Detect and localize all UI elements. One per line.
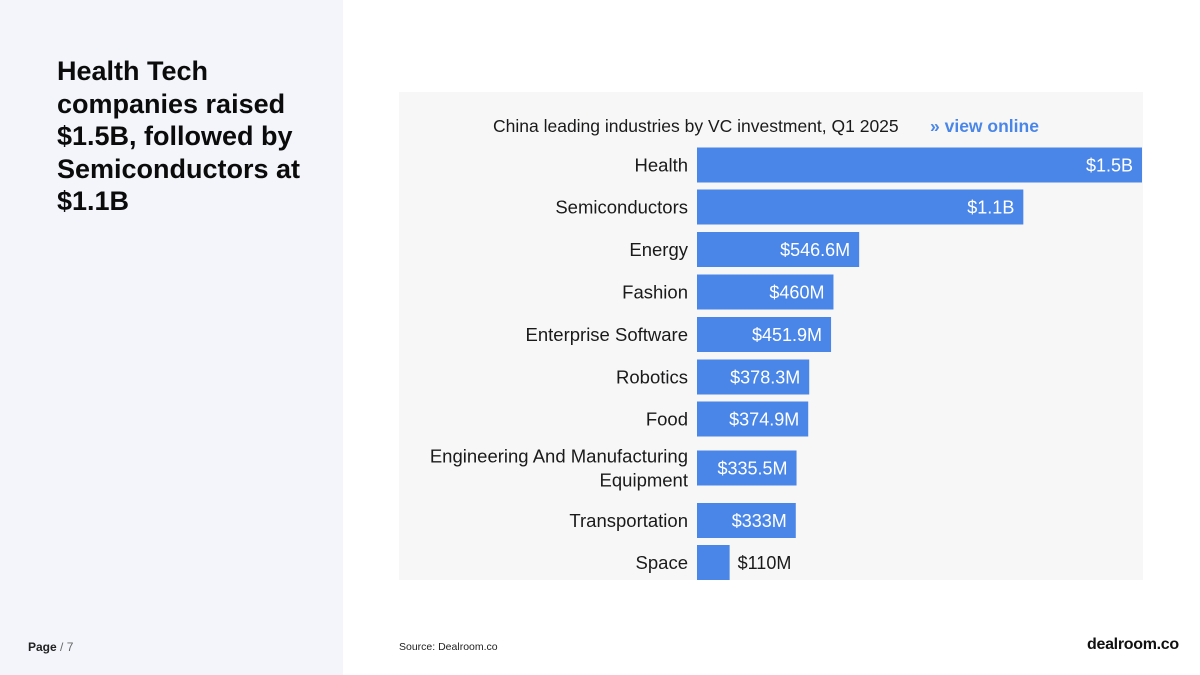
bar-9[interactable]	[697, 545, 730, 580]
bar-2[interactable]	[697, 232, 860, 267]
chart-title: China leading industries by VC investmen…	[493, 116, 899, 136]
page-indicator: Page / 7	[28, 640, 73, 654]
bar-7[interactable]	[697, 450, 797, 486]
bar-5[interactable]	[697, 359, 810, 395]
bar-0[interactable]	[697, 147, 1142, 183]
bar-6[interactable]	[697, 401, 809, 437]
headline: Health Tech companies raised $1.5B, foll…	[57, 56, 301, 216]
page-number: 7	[66, 640, 74, 654]
page-separator: /	[56, 640, 67, 654]
page-word: Page	[28, 640, 57, 654]
bar-8[interactable]	[697, 503, 796, 538]
bar-1[interactable]	[697, 189, 1024, 225]
view-online-link[interactable]: » view online	[930, 116, 1039, 136]
bar-3[interactable]	[697, 274, 834, 310]
left-panel: Health Tech companies raised $1.5B, foll…	[0, 0, 343, 675]
bar-4[interactable]	[697, 317, 832, 352]
dealroom-logo[interactable]: dealroom.co	[1087, 636, 1179, 653]
source-note: Source: Dealroom.co	[399, 641, 498, 653]
